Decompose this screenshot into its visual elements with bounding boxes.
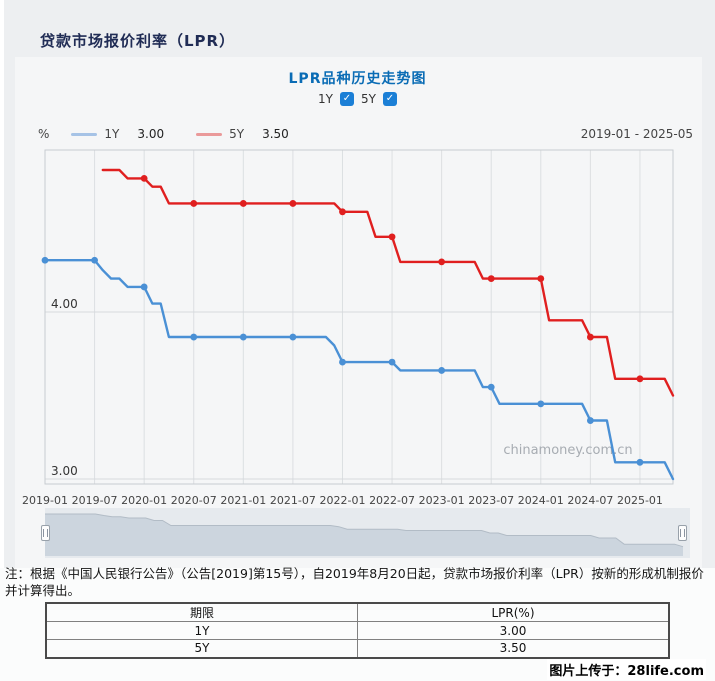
image-credit: 图片上传于：28life.com (547, 659, 706, 680)
series-5y-marker[interactable] (190, 200, 198, 207)
series-1y-marker[interactable] (537, 400, 545, 408)
series-1y-marker[interactable] (91, 256, 98, 264)
series-1y-marker[interactable] (339, 358, 346, 366)
x-tick-label: 2025-01 (617, 494, 663, 506)
series-1y-marker[interactable] (239, 333, 247, 341)
series-1y-marker[interactable] (140, 283, 148, 291)
table-cell-rate-1y: 3.00 (357, 621, 670, 640)
navigator-area (45, 514, 683, 556)
toggle-1y-label: 1Y (318, 92, 333, 106)
plot-border (44, 149, 674, 485)
table-header-term: 期限 (45, 602, 358, 622)
x-tick-label: 2024-07 (567, 494, 613, 506)
x-tick-label: 2020-07 (171, 494, 217, 506)
x-tick-label: 2024-01 (518, 494, 564, 506)
table-row: 1Y 3.00 (45, 621, 670, 640)
series-5y-marker[interactable] (487, 275, 495, 282)
series-5y-marker[interactable] (438, 258, 446, 266)
x-tick-label: 2023-01 (419, 494, 465, 506)
navigator-right-handle[interactable] (678, 525, 687, 541)
legend-swatch-1y (71, 132, 98, 136)
table-cell-term-1y: 1Y (45, 621, 358, 640)
date-range-label: 2019-01 - 2025-05 (580, 127, 693, 141)
series-1y-marker[interactable] (190, 333, 198, 341)
y-tick-label: 4.00 (51, 297, 78, 311)
chart-legend: % 1Y 3.00 5Y 3.50 2019-01 - 2025-05 (38, 127, 693, 141)
toggle-5y-label: 5Y (361, 92, 376, 106)
checkbox-5y[interactable] (382, 92, 397, 106)
legend-label-5y[interactable]: 5Y (229, 127, 245, 141)
chart-title: LPR品种历史走势图 (288, 71, 427, 87)
series-1y-marker[interactable] (41, 256, 49, 264)
x-tick-label: 2022-01 (319, 494, 365, 506)
navigator-left-handle[interactable] (41, 525, 50, 541)
series-5y-marker[interactable] (636, 375, 644, 383)
table-row: 5Y 3.50 (45, 639, 670, 658)
x-tick-label: 2022-07 (369, 494, 415, 506)
legend-value-1y: 3.00 (137, 127, 165, 141)
table-header-lpr: LPR(%) (357, 602, 670, 622)
x-tick-label: 2023-07 (468, 494, 514, 506)
table-cell-rate-5y: 3.50 (357, 639, 670, 658)
chart-panel (15, 57, 702, 568)
series-1y-marker[interactable] (636, 458, 644, 466)
series-1y-marker[interactable] (388, 358, 396, 366)
y-axis-unit-label: % (38, 127, 50, 141)
chart-navigator[interactable] (0, 506, 715, 560)
checkbox-1y[interactable] (340, 92, 354, 106)
series-toggles: 1Y 5Y (0, 92, 715, 106)
table-header-row: 期限 LPR(%) (45, 602, 670, 622)
series-5y-marker[interactable] (586, 333, 594, 341)
note-text: 注：根据《中国人民银行公告》（公告[2019]第15号），自2019年8月20日… (5, 566, 704, 598)
series-5y-marker[interactable] (537, 275, 545, 282)
legend-value-5y: 3.50 (262, 127, 289, 141)
legend-swatch-5y (196, 132, 223, 136)
x-tick-label: 2021-07 (270, 494, 316, 506)
series-1y-marker[interactable] (586, 417, 594, 424)
series-1y-line (43, 258, 675, 481)
series-5y-marker[interactable] (140, 174, 148, 182)
series-1y-marker[interactable] (289, 333, 297, 341)
page-title: 贷款市场报价利率（LPR） (40, 32, 236, 50)
watermark-text: chinamoney.com.cn (503, 443, 632, 458)
series-1y-marker[interactable] (487, 383, 495, 391)
table-cell-term-5y: 5Y (45, 639, 358, 658)
x-tick-label: 2019-01 (22, 494, 68, 506)
x-tick-label: 2019-07 (72, 494, 118, 506)
legend-label-1y[interactable]: 1Y (104, 127, 120, 141)
series-5y-marker[interactable] (339, 208, 346, 216)
x-tick-label: 2021-01 (220, 494, 266, 506)
x-tick-label: 2020-01 (121, 494, 167, 506)
series-5y-marker[interactable] (239, 200, 247, 207)
series-5y-marker[interactable] (289, 200, 297, 207)
navigator-line (45, 513, 684, 548)
series-5y-line (101, 168, 675, 397)
series-5y-marker[interactable] (388, 233, 396, 241)
y-tick-label: 3.00 (51, 464, 78, 478)
lpr-summary-table: 期限 LPR(%) 1Y 3.00 5Y 3.50 (45, 602, 670, 659)
series-1y-marker[interactable] (438, 367, 446, 374)
